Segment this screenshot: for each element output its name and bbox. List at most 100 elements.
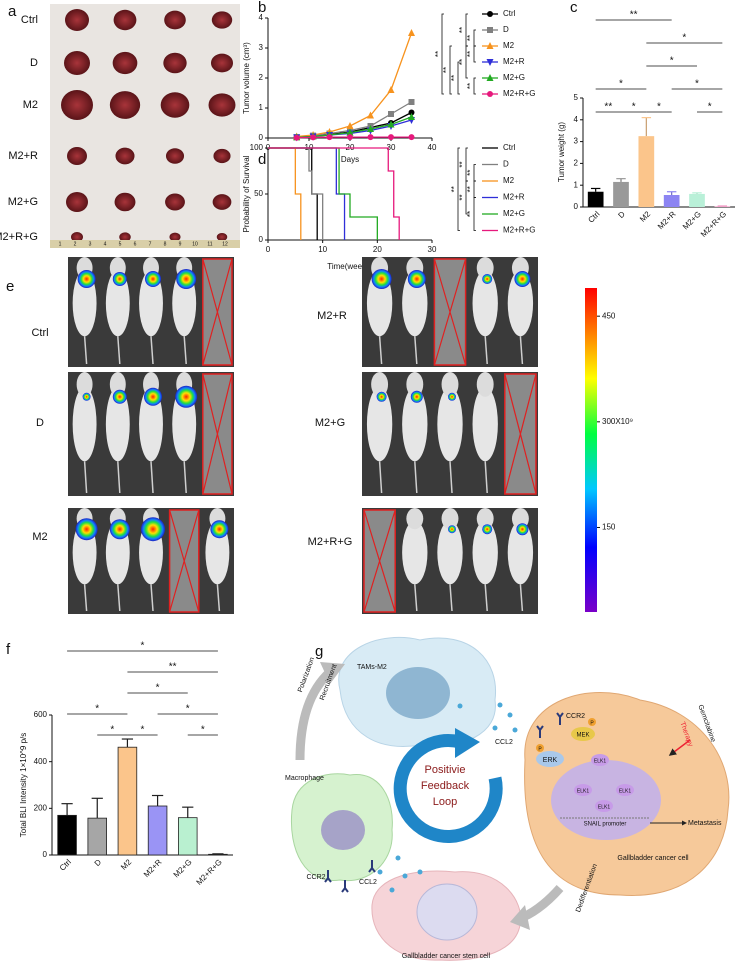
x-tick-label: D xyxy=(93,857,104,868)
signal xyxy=(144,387,162,406)
bar xyxy=(208,853,228,856)
group-label: M2+R+G xyxy=(0,231,38,243)
mouse-head xyxy=(406,372,424,397)
significance-label: * xyxy=(186,704,190,715)
y-tick-label: 1 xyxy=(574,180,579,189)
excluded-cross xyxy=(202,258,233,366)
mouse-body xyxy=(507,270,534,337)
x-tick-label: Ctrl xyxy=(586,209,601,224)
elk1-icon xyxy=(595,800,613,812)
significance-bracket xyxy=(473,45,476,63)
x-tick-label: 30 xyxy=(428,245,437,254)
mouse-tail xyxy=(150,584,154,612)
signal xyxy=(112,389,127,404)
feedback-arrow xyxy=(393,734,503,843)
mouse-tail xyxy=(378,461,383,494)
legend-label: M2+R+G xyxy=(503,89,535,98)
mouse-body xyxy=(437,520,463,585)
y-tick-label: 600 xyxy=(34,710,48,719)
polarization-arrow xyxy=(295,668,334,761)
tumor xyxy=(165,193,185,211)
tumor xyxy=(71,232,83,242)
cancer-nucleus xyxy=(551,760,661,840)
significance-label: * xyxy=(632,102,636,113)
mouse-head xyxy=(76,372,93,397)
mouse-tail xyxy=(150,336,154,365)
mouse-tail xyxy=(484,584,488,612)
mouse-body xyxy=(402,386,428,462)
legend-label: M2+R+G xyxy=(503,226,535,235)
x-tick-label: M2+R xyxy=(142,857,164,879)
significance-bracket xyxy=(473,77,476,95)
mouse-tail xyxy=(83,584,88,612)
mouse-body xyxy=(437,386,463,462)
y-axis-title: Total BLI Intensity 1×10^9 p/s xyxy=(19,733,28,837)
elk1-icon xyxy=(591,754,609,766)
marker xyxy=(388,111,394,117)
group-label: M2+R xyxy=(317,310,347,322)
mouse-tail xyxy=(414,336,418,365)
survival-curve xyxy=(268,147,302,240)
elk1-label: ELK1 xyxy=(598,804,610,810)
group-label: M2+R+G xyxy=(308,536,353,548)
significance-label: ** xyxy=(604,102,612,113)
mouse-tail xyxy=(484,461,488,494)
group-label: M2+R xyxy=(8,150,38,162)
elk1-label: ELK1 xyxy=(577,788,589,794)
marker xyxy=(310,134,317,141)
significance-label: ** xyxy=(442,67,451,73)
bar xyxy=(87,817,108,856)
marker xyxy=(347,134,353,141)
signal xyxy=(371,269,392,289)
marker xyxy=(408,109,415,116)
mouse-body xyxy=(472,386,498,462)
y-tick-label: 0 xyxy=(259,235,264,244)
significance-label: * xyxy=(657,102,661,113)
ccr2-label: CCR2 xyxy=(566,713,585,720)
y-tick-label: 4 xyxy=(259,13,264,22)
legend-label: M2+G xyxy=(503,209,525,218)
legend-label: M2 xyxy=(503,176,515,185)
elk1-label: ELK1 xyxy=(619,788,631,794)
elk1-icon xyxy=(574,784,592,796)
y-axis-title: Tumor volume (cm³) xyxy=(242,42,251,114)
mouse-body xyxy=(72,386,97,462)
significance-bracket xyxy=(457,61,460,95)
y-tick-label: 2 xyxy=(574,159,579,168)
elk1-label: ELK1 xyxy=(594,758,606,764)
signal xyxy=(448,525,456,534)
y-tick-label: 3 xyxy=(574,137,579,146)
x-tick-label: M2+G xyxy=(172,858,194,880)
marker xyxy=(408,134,415,141)
ruler-label: 11 xyxy=(207,241,212,247)
marker xyxy=(408,113,415,120)
signal xyxy=(410,390,423,403)
bar xyxy=(613,181,629,207)
group-label: Ctrl xyxy=(31,327,48,339)
mouse-tail xyxy=(117,336,121,365)
significance-label: ** xyxy=(466,51,475,57)
tumor xyxy=(114,192,136,212)
excluded-cross xyxy=(504,373,537,495)
signal xyxy=(210,520,229,539)
marker xyxy=(388,134,394,141)
significance-label: * xyxy=(141,641,145,652)
significance-label: * xyxy=(682,33,686,44)
mouse-tail xyxy=(183,461,187,494)
y-tick-label: 100 xyxy=(250,143,264,152)
tumor xyxy=(109,91,141,119)
signal xyxy=(376,391,387,402)
significance-label: * xyxy=(201,725,205,736)
mouse-body xyxy=(472,520,498,585)
signal xyxy=(175,385,198,408)
legend-label: M2+R xyxy=(503,193,525,202)
significance-label: ** xyxy=(466,83,475,89)
tumor xyxy=(113,9,137,31)
ccl2-label: CCL2 xyxy=(495,739,513,746)
survival-curve xyxy=(268,147,400,240)
ccr2-label: CCR2 xyxy=(306,874,325,881)
tumor xyxy=(160,92,190,118)
legend-label: D xyxy=(503,25,509,34)
bar xyxy=(117,746,138,856)
p-label: P xyxy=(538,746,542,752)
